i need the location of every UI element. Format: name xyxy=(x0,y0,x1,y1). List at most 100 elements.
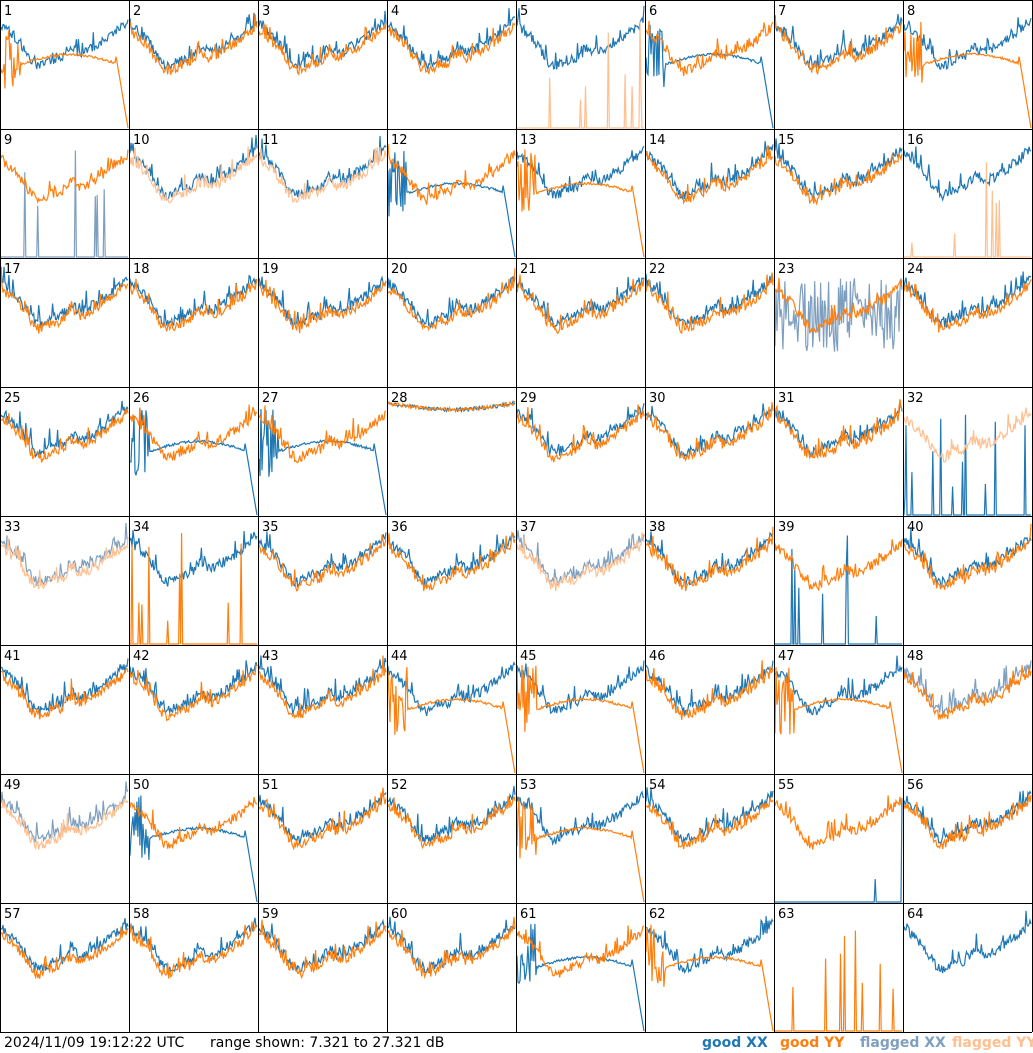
panel-59: 59 xyxy=(258,907,387,980)
panel-16-yy-line xyxy=(904,162,1031,258)
panel-43: 43 xyxy=(258,649,387,720)
legend-flagged-yy: flagged YY xyxy=(952,1035,1033,1051)
panel-label: 28 xyxy=(391,391,408,406)
panel-label: 15 xyxy=(778,133,795,148)
panel-57: 57 xyxy=(0,907,129,980)
panel-36-yy-line xyxy=(387,531,516,592)
panel-11: 11 xyxy=(258,133,387,204)
panel-label: 57 xyxy=(4,907,21,922)
panel-4-yy-line xyxy=(387,22,516,75)
panel-48-yy-line xyxy=(903,665,1032,721)
panel-35-xx-line xyxy=(258,531,387,588)
panel-21: 21 xyxy=(516,262,645,335)
panel-label: 47 xyxy=(778,649,795,664)
panel-label: 4 xyxy=(391,4,399,19)
panel-37-xx-line xyxy=(516,530,645,586)
panel-1-yy-line xyxy=(0,30,129,129)
panel-label: 37 xyxy=(520,520,537,535)
panel-57-xx-line xyxy=(1,918,129,972)
panel-14: 14 xyxy=(645,133,774,205)
panel-35: 35 xyxy=(258,520,387,592)
panel-label: 24 xyxy=(907,262,924,277)
panel-38-yy-line xyxy=(645,526,774,592)
panel-36: 36 xyxy=(387,520,516,592)
panel-label: 54 xyxy=(649,778,666,793)
panel-11-xx-line xyxy=(258,135,387,198)
panel-label: 43 xyxy=(262,649,279,664)
panel-label: 55 xyxy=(778,778,795,793)
panel-21-yy-line xyxy=(516,274,645,335)
panel-label: 11 xyxy=(262,133,279,148)
panel-61-yy-line xyxy=(516,925,645,978)
panel-28-yy-line xyxy=(387,400,515,413)
panel-42-yy-line xyxy=(129,663,258,722)
panel-36-xx-line xyxy=(387,532,516,588)
panel-label: 50 xyxy=(133,778,150,793)
panel-label: 6 xyxy=(649,4,657,19)
panel-51: 51 xyxy=(258,778,387,851)
panel-10-yy-line xyxy=(129,146,258,204)
panel-64: 64 xyxy=(903,907,1032,974)
panel-3-xx-line xyxy=(258,10,387,70)
panel-label: 46 xyxy=(649,649,666,664)
panel-22-yy-line xyxy=(645,272,774,335)
panel-label: 45 xyxy=(520,649,537,664)
panel-40-yy-line xyxy=(903,523,1032,590)
panel-46: 46 xyxy=(645,649,774,720)
panel-13-xx-line xyxy=(516,145,645,199)
panel-42: 42 xyxy=(129,649,258,722)
panel-label: 14 xyxy=(649,133,666,148)
panel-12: 12 xyxy=(387,133,516,258)
panel-label: 19 xyxy=(262,262,279,277)
timestamp: 2024/11/09 19:12:22 UTC xyxy=(4,1035,185,1051)
panel-16: 16 xyxy=(903,133,1032,258)
panel-label: 35 xyxy=(262,520,279,535)
panel-52-yy-line xyxy=(387,795,516,850)
panel-39: 39 xyxy=(774,520,903,645)
panel-6: 6 xyxy=(645,4,774,129)
panel-53-xx-line xyxy=(516,790,645,847)
panel-label: 17 xyxy=(4,262,21,277)
panel-17-xx-line xyxy=(0,266,129,328)
panel-24-yy-line xyxy=(903,279,1032,333)
panel-label: 18 xyxy=(133,262,150,277)
panel-29: 29 xyxy=(516,391,645,463)
panel-4: 4 xyxy=(387,4,516,75)
panel-label: 59 xyxy=(262,907,279,922)
panel-19-yy-line xyxy=(258,279,387,334)
panel-49-yy-line xyxy=(0,798,129,851)
panel-63-yy-line xyxy=(775,930,902,1032)
panel-43-yy-line xyxy=(258,655,387,720)
panel-label: 7 xyxy=(778,4,786,19)
panel-label: 10 xyxy=(133,133,150,148)
panel-7: 7 xyxy=(774,4,903,76)
panel-6-xx-line xyxy=(645,24,774,129)
panel-label: 9 xyxy=(4,133,12,148)
panel-label: 53 xyxy=(520,778,537,793)
panel-13-yy-line xyxy=(516,149,645,258)
panel-41: 41 xyxy=(0,649,129,720)
panel-60-yy-line xyxy=(387,916,516,980)
panel-17-yy-line xyxy=(0,269,129,334)
panel-53: 53 xyxy=(516,778,645,903)
panel-27-yy-line xyxy=(258,405,387,464)
panel-34-xx-line xyxy=(129,530,258,587)
panel-30: 30 xyxy=(645,391,774,463)
panel-15-yy-line xyxy=(774,153,903,206)
panel-label: 64 xyxy=(907,907,924,922)
panel-label: 51 xyxy=(262,778,279,793)
panel-55-xx-line xyxy=(775,798,903,903)
panel-50-yy-line xyxy=(129,796,258,849)
panel-label: 58 xyxy=(133,907,150,922)
panel-29-yy-line xyxy=(516,404,645,463)
panel-label: 34 xyxy=(133,520,150,535)
panel-31: 31 xyxy=(774,391,903,460)
panel-50: 50 xyxy=(129,778,258,903)
panel-label: 8 xyxy=(907,4,915,19)
panel-label: 29 xyxy=(520,391,537,406)
panel-2-yy-line xyxy=(129,13,258,75)
legend-good-xx: good XX xyxy=(702,1035,768,1051)
panel-51-yy-line xyxy=(258,787,387,851)
panel-label: 36 xyxy=(391,520,408,535)
panel-label: 27 xyxy=(262,391,279,406)
